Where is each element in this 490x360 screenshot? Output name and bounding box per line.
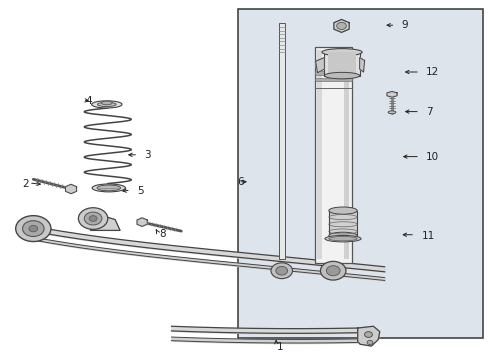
Bar xyxy=(329,211,357,236)
Bar xyxy=(238,9,483,338)
Bar xyxy=(315,47,352,263)
Ellipse shape xyxy=(98,102,116,107)
Text: 11: 11 xyxy=(421,231,435,241)
Bar xyxy=(279,23,285,259)
Polygon shape xyxy=(66,184,76,194)
Bar xyxy=(324,52,360,76)
Circle shape xyxy=(78,208,108,229)
Ellipse shape xyxy=(329,237,357,241)
Ellipse shape xyxy=(92,101,122,108)
Ellipse shape xyxy=(324,72,360,79)
Polygon shape xyxy=(387,91,397,97)
Ellipse shape xyxy=(322,49,362,56)
Text: 7: 7 xyxy=(426,107,433,117)
Ellipse shape xyxy=(325,235,361,242)
Polygon shape xyxy=(316,58,324,73)
Ellipse shape xyxy=(329,232,357,239)
Bar xyxy=(315,71,352,75)
Circle shape xyxy=(29,225,38,232)
Text: 12: 12 xyxy=(426,67,440,77)
Text: 1: 1 xyxy=(277,342,284,352)
Text: 6: 6 xyxy=(238,177,245,187)
Circle shape xyxy=(89,216,97,221)
Circle shape xyxy=(367,340,373,345)
Ellipse shape xyxy=(329,207,357,214)
Text: 2: 2 xyxy=(22,179,29,189)
Bar xyxy=(344,50,349,259)
Circle shape xyxy=(326,266,340,276)
Ellipse shape xyxy=(101,101,112,105)
Text: 3: 3 xyxy=(145,150,151,160)
Bar xyxy=(315,65,352,68)
Ellipse shape xyxy=(97,185,121,191)
Polygon shape xyxy=(360,58,365,72)
Circle shape xyxy=(337,22,346,30)
Ellipse shape xyxy=(92,184,125,192)
Circle shape xyxy=(365,332,372,337)
Polygon shape xyxy=(137,218,147,226)
Polygon shape xyxy=(86,211,120,230)
Text: 5: 5 xyxy=(137,186,144,196)
Circle shape xyxy=(23,221,44,237)
Ellipse shape xyxy=(388,111,396,114)
Bar xyxy=(328,52,356,74)
Text: 4: 4 xyxy=(86,96,93,106)
Circle shape xyxy=(276,266,288,275)
Bar xyxy=(315,78,352,81)
Bar xyxy=(317,50,322,259)
Circle shape xyxy=(16,216,51,242)
Polygon shape xyxy=(358,326,380,346)
Circle shape xyxy=(320,261,346,280)
Text: 10: 10 xyxy=(426,152,440,162)
Text: 8: 8 xyxy=(159,229,166,239)
Polygon shape xyxy=(334,19,349,32)
Circle shape xyxy=(271,263,293,279)
Circle shape xyxy=(84,212,102,225)
Text: 9: 9 xyxy=(402,20,409,30)
